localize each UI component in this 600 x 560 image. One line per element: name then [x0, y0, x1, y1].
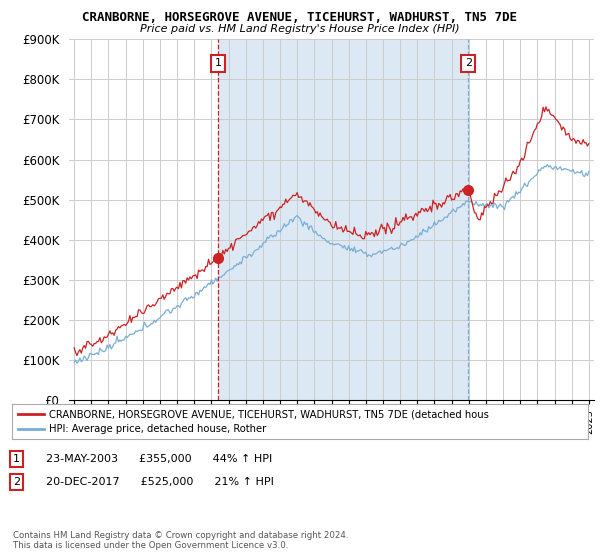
Text: 1: 1 — [214, 58, 221, 68]
Text: HPI: Average price, detached house, Rother: HPI: Average price, detached house, Roth… — [49, 424, 266, 435]
Text: 1: 1 — [13, 454, 20, 464]
Text: CRANBORNE, HORSEGROVE AVENUE, TICEHURST, WADHURST, TN5 7DE: CRANBORNE, HORSEGROVE AVENUE, TICEHURST,… — [83, 11, 517, 24]
Text: 23-MAY-2003      £355,000      44% ↑ HPI: 23-MAY-2003 £355,000 44% ↑ HPI — [39, 454, 272, 464]
Text: This data is licensed under the Open Government Licence v3.0.: This data is licensed under the Open Gov… — [13, 541, 289, 550]
Text: 2: 2 — [13, 477, 20, 487]
Text: CRANBORNE, HORSEGROVE AVENUE, TICEHURST, WADHURST, TN5 7DE (detached hous: CRANBORNE, HORSEGROVE AVENUE, TICEHURST,… — [49, 409, 490, 419]
Text: 20-DEC-2017      £525,000      21% ↑ HPI: 20-DEC-2017 £525,000 21% ↑ HPI — [39, 477, 274, 487]
Text: Contains HM Land Registry data © Crown copyright and database right 2024.: Contains HM Land Registry data © Crown c… — [13, 531, 349, 540]
Text: Price paid vs. HM Land Registry's House Price Index (HPI): Price paid vs. HM Land Registry's House … — [140, 24, 460, 34]
Text: 2: 2 — [464, 58, 472, 68]
Bar — [218, 39, 468, 400]
